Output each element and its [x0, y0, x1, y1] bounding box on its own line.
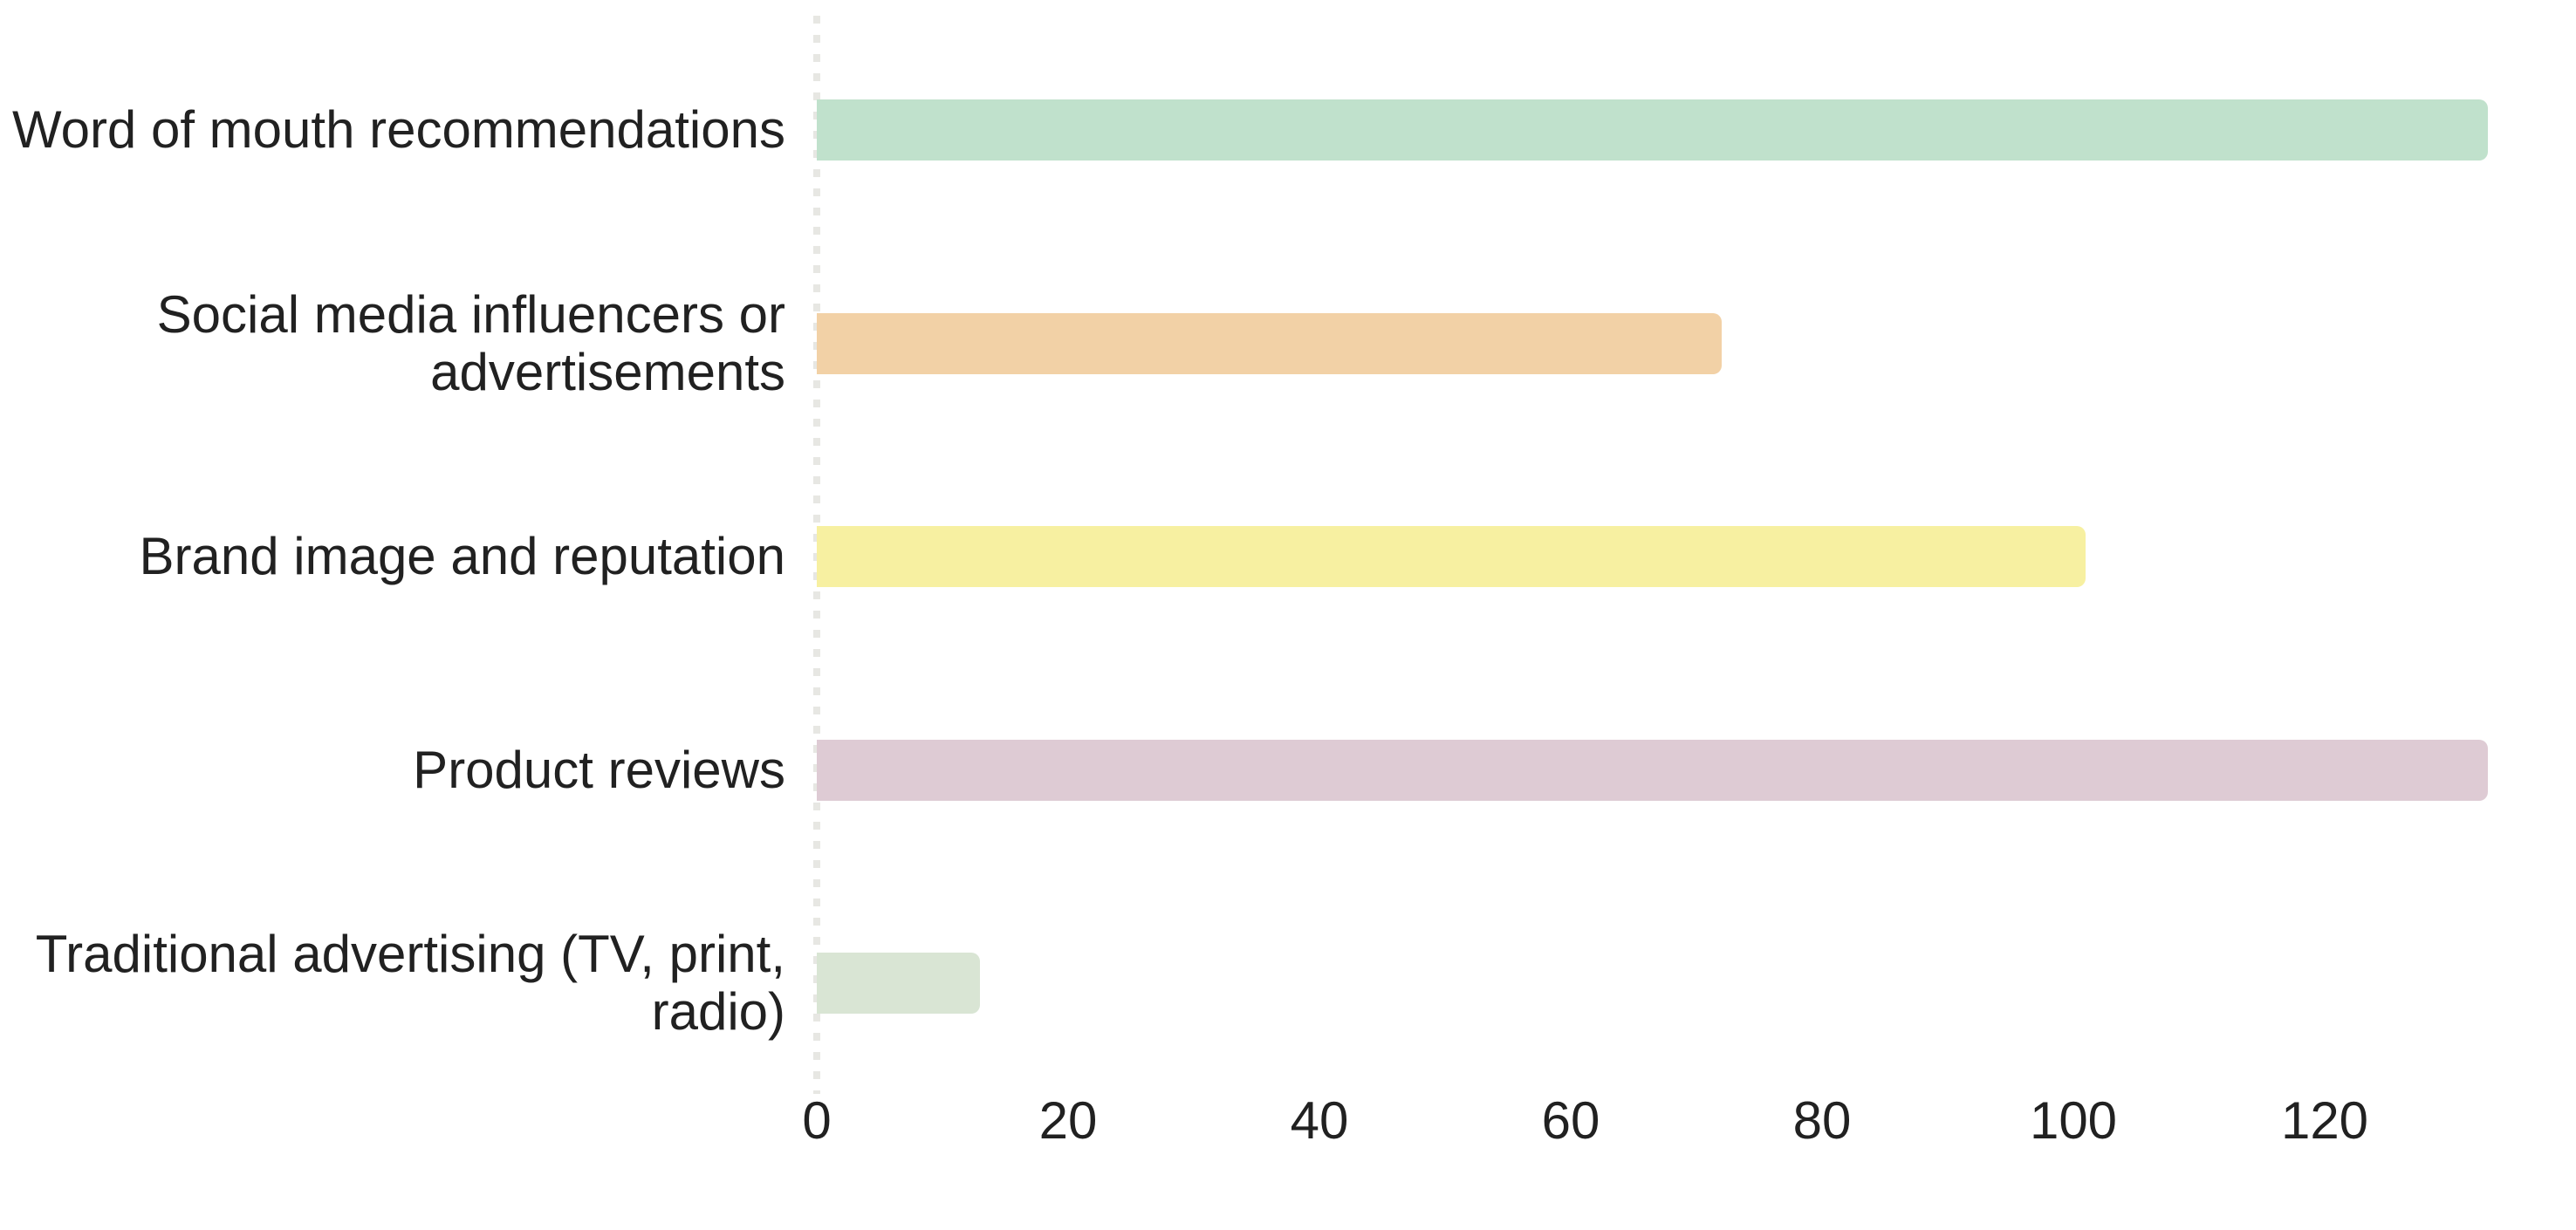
category-label: Brand image and reputation: [139, 528, 785, 585]
bar: [817, 99, 2489, 161]
category-label: Word of mouth recommendations: [12, 101, 785, 159]
category-label-line: Brand image and reputation: [139, 527, 785, 585]
category-label-line: radio): [651, 982, 785, 1041]
category-label: Social media influencers or advertisement…: [156, 284, 785, 401]
x-tick-label: 40: [1290, 1091, 1349, 1150]
category-label: Product reviews: [413, 741, 785, 799]
bar: [817, 953, 981, 1014]
category-label-line: Word of mouth recommendations: [12, 100, 785, 159]
x-tick-label: 20: [1038, 1091, 1098, 1150]
category-label-line: Social media influencers or: [156, 284, 785, 344]
bar: [817, 526, 2086, 587]
x-tick-label: 100: [2029, 1091, 2118, 1150]
x-tick-label: 60: [1541, 1091, 1600, 1150]
category-label-line: advertisements: [430, 342, 785, 401]
category-label: Traditional advertising (TV, print, radio…: [36, 926, 785, 1041]
bar: [817, 312, 1722, 374]
bar: [817, 739, 2489, 801]
x-tick-label: 0: [802, 1091, 832, 1150]
category-label-line: Product reviews: [413, 740, 785, 799]
x-tick-label: 80: [1792, 1091, 1852, 1150]
x-tick-label: 120: [2280, 1091, 2369, 1150]
category-label-line: Traditional advertising (TV, print,: [35, 925, 785, 983]
